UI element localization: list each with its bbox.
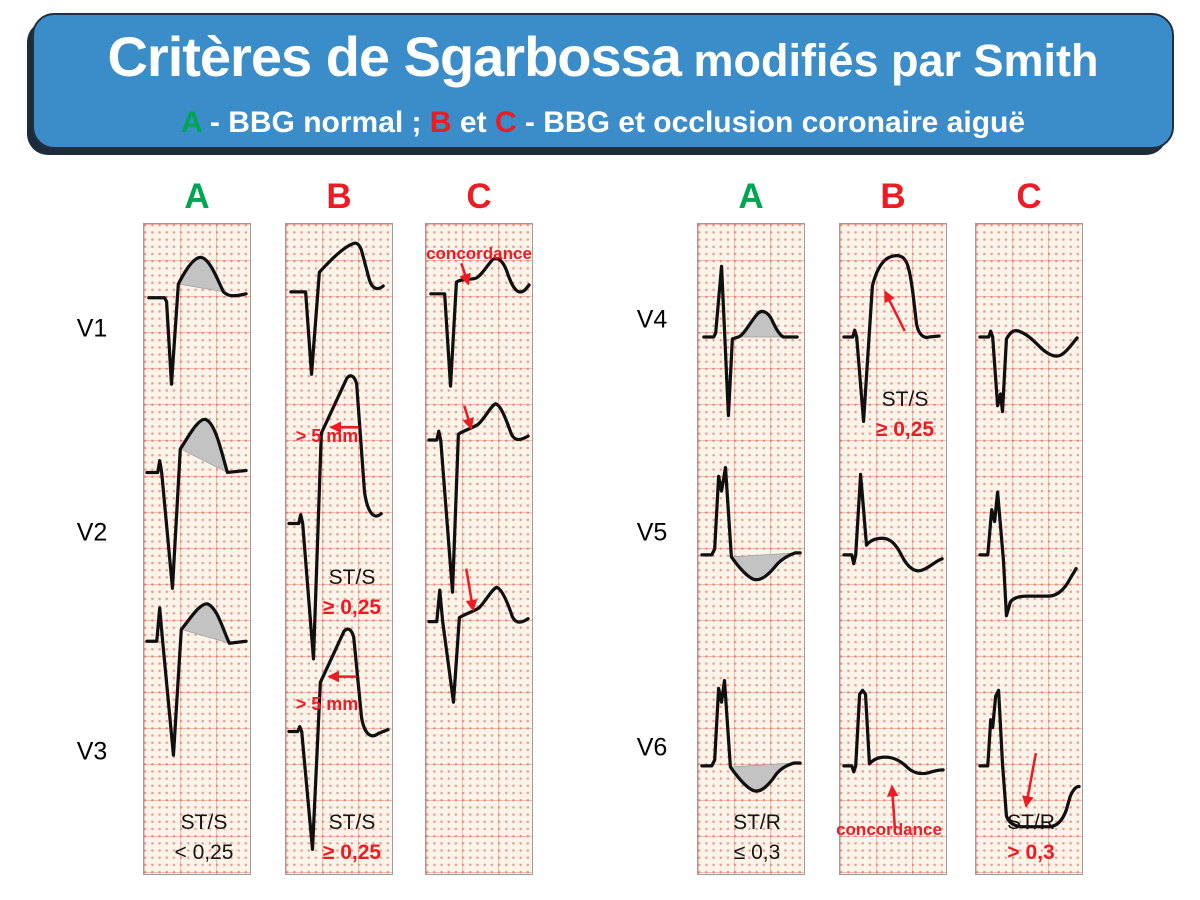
ecg-strip-left-a — [143, 223, 251, 875]
lead-label-v5: V5 — [636, 518, 668, 547]
trace-v2-a — [145, 417, 248, 590]
waveform-left-b — [287, 241, 390, 851]
concordance-arrow-v6 — [886, 784, 899, 830]
annotation-right-a-ratio: ST/R ≤ 0,3 — [733, 808, 781, 868]
annotation-right-b-v4-ratio: ST/S ≥ 0,25 — [876, 385, 934, 445]
ratio-label: ST/S — [328, 566, 376, 589]
waveform-right-a — [700, 264, 802, 793]
ratio-value: > 0,3 — [1007, 841, 1055, 864]
annotation-left-b-v3-mm: > 5 mm — [295, 694, 359, 714]
trace-v6-c — [978, 688, 1081, 829]
subtitle-letter-b: B — [429, 106, 452, 139]
title-suffix: modifiés par Smith — [680, 35, 1099, 86]
column-header-left-a: A — [184, 177, 210, 216]
ecg-strip-right-a — [697, 223, 805, 875]
ecg-strip-left-c — [425, 223, 533, 875]
concordance-arrow-v2 — [462, 405, 474, 430]
trace-v3-c — [427, 585, 530, 704]
title-main: Critères de Sgarbossa — [107, 25, 681, 88]
ratio-label: ST/R — [733, 811, 781, 834]
trace-v5-c — [978, 490, 1078, 618]
column-header-right-c: C — [1016, 177, 1042, 216]
concordance-arrow-v3 — [464, 568, 478, 612]
page-title: Critères de Sgarbossa modifiés par Smith — [34, 27, 1172, 102]
waveform-left-a — [145, 255, 248, 757]
annotation-right-c-ratio: ST/R > 0,3 — [1007, 808, 1055, 868]
trace-v5-a — [700, 465, 802, 582]
ecg-strip-right-b — [839, 223, 947, 875]
lead-label-v6: V6 — [636, 733, 668, 762]
ratio-value: ≥ 0,25 — [875, 418, 935, 441]
subtitle-letter-a: A — [180, 106, 202, 139]
st-depression-arrow-v6 — [1022, 752, 1038, 808]
trace-v6-a — [700, 678, 802, 793]
column-header-left-c: C — [466, 177, 492, 216]
annotation-left-b-v2-mm: > 5 mm — [295, 426, 359, 446]
trace-v4-a — [702, 264, 799, 418]
trace-v5-b — [842, 472, 944, 573]
ratio-label: ST/S — [328, 811, 376, 834]
trace-v1-b — [289, 241, 385, 376]
annotation-left-c-concordance: concordance — [426, 244, 532, 263]
ratio-label: ST/S — [180, 811, 228, 834]
column-header-left-b: B — [326, 177, 352, 216]
trace-v4-c — [978, 329, 1079, 414]
annotation-left-b-mid-ratio: ST/S ≥ 0,25 — [323, 563, 381, 623]
trace-v6-b — [842, 688, 945, 776]
annotation-left-a-ratio: ST/S < 0,25 — [175, 808, 234, 868]
subtitle-letter-c: C — [494, 106, 517, 139]
ratio-value: ≥ 0,25 — [322, 596, 382, 619]
trace-v2-b — [287, 374, 383, 661]
ratio-label: ST/S — [881, 388, 929, 411]
lead-label-v2: V2 — [76, 518, 108, 547]
st-elevation-arrow-v4 — [884, 290, 906, 332]
lead-label-v3: V3 — [76, 737, 108, 766]
lead-label-v4: V4 — [636, 305, 668, 334]
trace-v3-a — [145, 602, 248, 757]
subtitle: A - BBG normal ; B et C - BBG et occlusi… — [34, 106, 1172, 140]
waveform-right-c — [978, 329, 1081, 829]
subtitle-normal: BBG normal ; — [228, 106, 430, 139]
ratio-value: ≤ 0,3 — [733, 841, 781, 864]
ecg-strip-right-c — [975, 223, 1083, 875]
subtitle-et: et — [451, 106, 495, 139]
trace-v1-a — [147, 255, 248, 386]
subtitle-rest: - BBG et occlusion coronaire aiguë — [516, 106, 1026, 139]
annotation-left-b-bottom-ratio: ST/S ≥ 0,25 — [323, 808, 381, 868]
trace-v1-c — [429, 256, 531, 388]
header-banner: Critères de Sgarbossa modifiés par Smith… — [32, 13, 1174, 149]
column-header-right-a: A — [738, 177, 764, 216]
waveform-right-b — [842, 254, 945, 830]
ratio-value: < 0,25 — [174, 841, 234, 864]
ratio-label: ST/R — [1007, 811, 1055, 834]
column-header-right-b: B — [880, 177, 906, 216]
trace-v2-c — [427, 402, 530, 594]
lead-label-v1: V1 — [76, 314, 108, 343]
trace-v3-b — [287, 627, 390, 851]
ratio-value: ≥ 0,25 — [322, 841, 382, 864]
ecg-strip-left-b — [285, 223, 393, 875]
subtitle-sep: - — [201, 106, 229, 139]
waveform-left-c — [427, 256, 531, 704]
annotation-right-b-concordance: concordance — [836, 820, 942, 839]
concordance-arrow-v1 — [459, 262, 471, 286]
trace-v4-b — [842, 254, 941, 424]
